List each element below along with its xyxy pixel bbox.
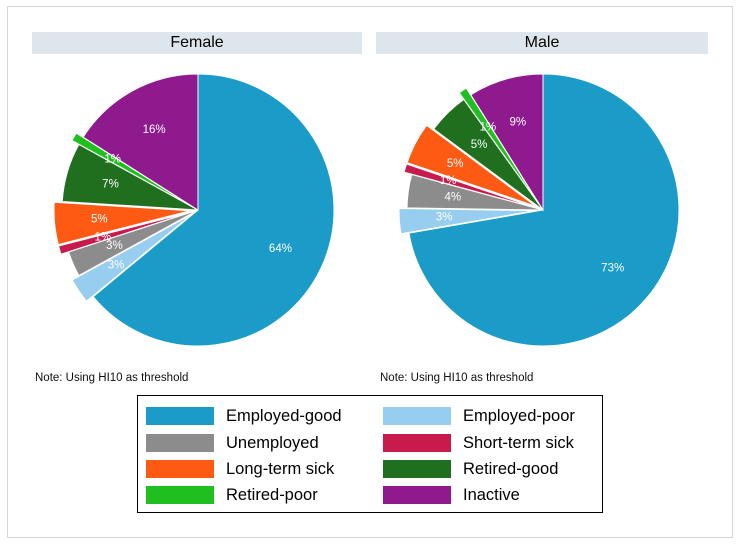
female-label-long-term-sick: 5% xyxy=(91,213,108,225)
male-slice-long-term-sick xyxy=(406,124,537,207)
legend-label-long-term-sick: Long-term sick xyxy=(226,459,335,478)
male-slice-employed-poor xyxy=(398,207,536,235)
legend-item-employed-poor: Employed-poor xyxy=(383,405,575,427)
legend-item-retired-good: Retired-good xyxy=(383,458,558,480)
female-label-employed-good: 64% xyxy=(269,243,292,255)
legend-label-retired-good: Retired-good xyxy=(463,459,559,478)
female-label-inactive: 16% xyxy=(143,124,166,136)
legend-item-employed-good: Employed-good xyxy=(146,405,342,427)
legend-swatch-employed-good xyxy=(146,407,214,425)
male-label-employed-good: 73% xyxy=(601,263,624,275)
legend-swatch-retired-poor xyxy=(146,486,214,504)
male-label-short-term-sick: 1% xyxy=(440,175,457,187)
legend-swatch-short-term-sick xyxy=(383,434,451,452)
legend-label-short-term-sick: Short-term sick xyxy=(463,433,574,452)
female-slice-employed-good xyxy=(92,73,335,347)
male-note: Note: Using HI10 as threshold xyxy=(380,372,534,384)
female-pie-chart: 64%3%3%1%5%7%1%16% xyxy=(53,73,335,347)
legend-swatch-retired-good xyxy=(383,460,451,478)
male-panel-title: Male xyxy=(376,32,708,54)
female-slice-retired-poor xyxy=(71,132,192,207)
male-pie-chart: 73% 3% 4% 1% 5% 5% 1% 9% xyxy=(398,73,680,347)
male-label-retired-good: 5% xyxy=(471,139,488,151)
female-label-retired-good: 7% xyxy=(102,179,119,191)
legend-swatch-employed-poor xyxy=(383,407,451,425)
female-slice-inactive xyxy=(82,73,199,211)
legend-swatch-inactive xyxy=(383,486,451,504)
male-label-long-term-sick: 5% xyxy=(447,158,464,170)
female-label-short-term-sick: 1% xyxy=(95,232,112,244)
male-label-inactive: 9% xyxy=(510,116,527,128)
legend: Employed-good Employed-poor Unemployed S… xyxy=(137,395,603,513)
legend-item-long-term-sick: Long-term sick xyxy=(146,458,334,480)
legend-label-inactive: Inactive xyxy=(463,485,520,504)
legend-item-retired-poor: Retired-poor xyxy=(146,484,318,506)
female-label-employed-poor: 3% xyxy=(108,260,125,272)
female-panel-title: Female xyxy=(32,32,362,54)
female-slice-short-term-sick xyxy=(57,211,191,255)
male-label-retired-poor: 1% xyxy=(479,122,496,134)
legend-label-retired-poor: Retired-poor xyxy=(226,485,318,504)
male-label-unemployed: 4% xyxy=(444,191,461,203)
legend-swatch-unemployed xyxy=(146,434,214,452)
male-slice-employed-good xyxy=(408,73,680,347)
male-label-employed-poor: 3% xyxy=(436,212,453,224)
female-slice-long-term-sick xyxy=(53,201,191,246)
legend-label-employed-good: Employed-good xyxy=(226,406,342,425)
male-slice-inactive xyxy=(470,73,544,212)
female-label-unemployed: 3% xyxy=(106,240,123,252)
legend-label-employed-poor: Employed-poor xyxy=(463,406,575,425)
male-slice-retired-poor xyxy=(458,87,539,204)
female-slice-employed-poor xyxy=(71,214,192,302)
legend-item-inactive: Inactive xyxy=(383,484,520,506)
female-label-retired-poor: 1% xyxy=(104,154,121,166)
female-note: Note: Using HI10 as threshold xyxy=(35,372,189,384)
legend-item-short-term-sick: Short-term sick xyxy=(383,432,574,454)
legend-item-unemployed: Unemployed xyxy=(146,432,319,454)
legend-label-unemployed: Unemployed xyxy=(226,433,319,452)
male-slice-short-term-sick xyxy=(403,163,536,209)
legend-swatch-long-term-sick xyxy=(146,460,214,478)
